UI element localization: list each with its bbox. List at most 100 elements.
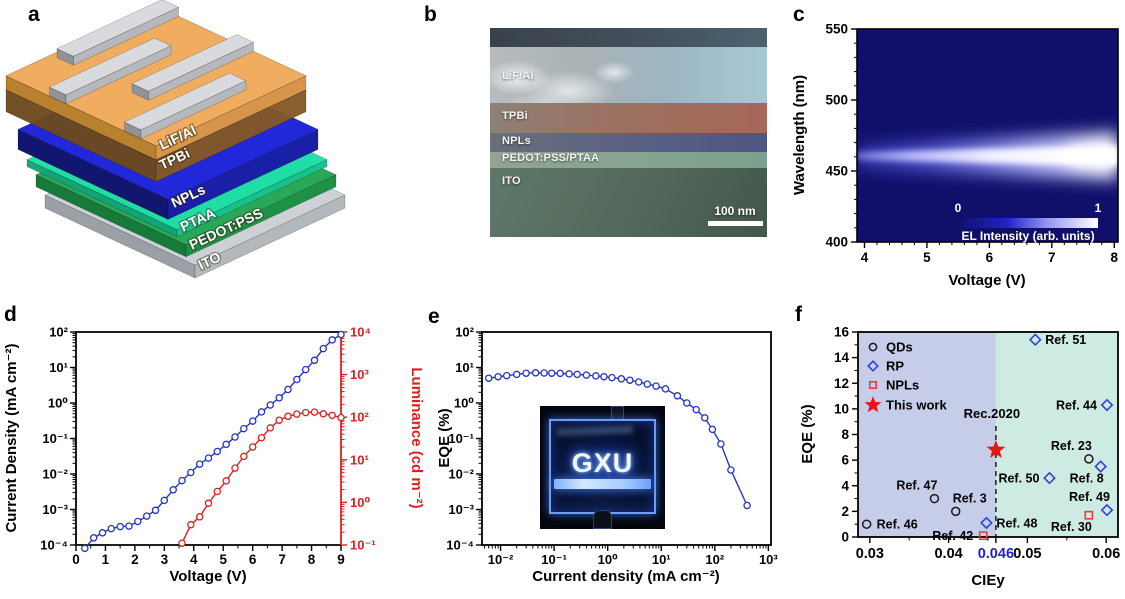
- data-point-marker: [978, 531, 988, 541]
- legend-label: RP: [886, 359, 904, 374]
- data-point-marker: [661, 385, 670, 393]
- svg-text:1: 1: [102, 552, 110, 567]
- sem-layer-ito: [490, 168, 767, 237]
- panel-letter-f: f: [795, 303, 802, 326]
- panel-c-el-heatmap: c 4 5 6 7 8 400 450 500 550 Voltage (V) Wavelength…: [790, 0, 1125, 300]
- svg-text:0.05: 0.05: [1013, 546, 1041, 562]
- y-axis-title: EQE (%): [799, 404, 816, 463]
- data-point-marker: [107, 524, 116, 533]
- sem-vacuum-region: [490, 28, 767, 47]
- data-point-marker: [301, 408, 310, 417]
- data-point-marker: [643, 380, 652, 388]
- svg-text:5: 5: [219, 552, 227, 567]
- panel-letter-b: b: [424, 3, 437, 26]
- data-point-marker: [266, 424, 275, 432]
- data-point-marker: [89, 534, 98, 542]
- data-point-marker: [1084, 510, 1094, 520]
- ref-point-label: Ref. 46: [877, 518, 918, 532]
- svg-text:10³: 10³: [759, 552, 778, 567]
- ref-point-label: Ref. 47: [896, 479, 937, 493]
- data-point-marker: [240, 452, 248, 461]
- data-point-marker: [319, 344, 328, 353]
- data-point-marker: [328, 336, 336, 344]
- data-point-marker: [195, 513, 204, 521]
- svg-text:0: 0: [955, 201, 962, 215]
- glowing-device-pixel: GXU: [549, 419, 656, 514]
- gxu-glowing-text: GXU: [571, 448, 634, 479]
- data-point-marker: [547, 369, 556, 377]
- data-point-marker: [240, 424, 248, 433]
- data-point-marker: [869, 381, 878, 390]
- data-point-marker: [592, 372, 600, 380]
- data-point-marker: [134, 517, 142, 526]
- svg-text:10⁰: 10⁰: [454, 396, 474, 411]
- ref-point-label: Ref. 42: [932, 529, 973, 543]
- sem-layer-pedot-ptaa: [490, 152, 767, 168]
- svg-text:7: 7: [278, 552, 286, 567]
- svg-text:12: 12: [834, 376, 849, 391]
- ref-point-label: Ref. 3: [953, 491, 987, 505]
- data-point-marker: [319, 410, 328, 418]
- data-point-marker: [1028, 333, 1042, 347]
- data-point-marker: [81, 544, 89, 553]
- data-point-marker: [116, 522, 124, 531]
- sem-layer-tpbi: [490, 103, 767, 133]
- colorbar-title: EL Intensity (arb. units): [961, 229, 1094, 243]
- scatter-points: Ref. 51 Ref. 44 Ref. 23 Ref. 8 Ref. 50 Ref. 4…: [861, 333, 1114, 543]
- data-point-marker: [337, 330, 345, 339]
- panel-letter-a: a: [28, 3, 40, 26]
- device-photo-inset: GXU: [540, 406, 665, 529]
- background-region: [858, 332, 996, 537]
- data-point-marker: [178, 539, 186, 547]
- svg-text:4: 4: [190, 552, 198, 567]
- data-point-marker: [275, 416, 283, 424]
- svg-text:10¹: 10¹: [49, 360, 68, 375]
- data-point-marker: [565, 370, 573, 378]
- svg-text:10¹: 10¹: [652, 552, 671, 567]
- panel-f-benchmark-scatter: f Rec.2020 0.03 0.04 0.046 0.05 0.06 0 2 4 6 8 10 12…: [790, 300, 1125, 599]
- panel-e-eqe-chart: e 10⁻² 10⁻¹ 10⁰ 10¹ 10² 10³ 10⁻⁴ 10⁻³ 10⁻² 10⁻¹ 10…: [425, 300, 790, 599]
- rec2020-label: Rec.2020: [964, 406, 1020, 421]
- x-axis-title: Current density (mA cm⁻²): [532, 568, 719, 585]
- data-point-marker: [293, 410, 301, 418]
- data-point-marker: [743, 501, 751, 510]
- data-point-marker: [231, 464, 239, 472]
- scatter-svg: Rec.2020 0.03 0.04 0.046 0.05 0.06 0 2 4 6 8 10 12 14…: [799, 325, 1120, 590]
- data-point-marker: [213, 447, 222, 456]
- svg-text:10¹: 10¹: [350, 452, 369, 467]
- panel-letter-e: e: [428, 305, 440, 328]
- svg-text:14: 14: [834, 350, 850, 365]
- data-point-marker: [868, 342, 878, 352]
- svg-text:10⁰: 10⁰: [598, 552, 618, 567]
- svg-text:10: 10: [834, 401, 849, 416]
- panel-a-device-schematic: a LiF/Al TPBi NPLs PTAA PEDOT:PSS ITO: [0, 0, 410, 300]
- data-point-marker: [248, 417, 257, 425]
- svg-text:10²: 10²: [455, 325, 474, 340]
- svg-text:10⁴: 10⁴: [350, 325, 371, 340]
- scale-bar-label: 100 nm: [714, 204, 756, 218]
- svg-text:6: 6: [986, 250, 994, 265]
- y-axis-title: Current Density (mA cm⁻²): [3, 343, 20, 532]
- data-point-marker: [929, 493, 940, 504]
- eqe-vs-ciey-scatter-chart: Rec.2020 0.03 0.04 0.046 0.05 0.06 0 2 4 6 8 10 12 14…: [790, 300, 1125, 599]
- svg-text:3: 3: [161, 552, 169, 567]
- data-point-marker: [1084, 454, 1094, 464]
- data-point-marker: [1100, 503, 1114, 517]
- data-point-marker: [727, 466, 735, 474]
- data-point-marker: [531, 369, 540, 377]
- ref-point-label: Ref. 49: [1069, 490, 1110, 504]
- scale-bar: [708, 221, 763, 226]
- data-point-marker: [673, 392, 682, 400]
- sem-label-ito: ITO: [502, 175, 521, 187]
- emission-smear: [557, 426, 634, 437]
- svg-text:550: 550: [825, 22, 848, 37]
- sem-label-lif-al: LiF/Al: [502, 70, 534, 82]
- series-luminance: [178, 408, 345, 547]
- data-point-marker: [178, 476, 186, 485]
- svg-text:5: 5: [923, 250, 931, 265]
- legend-label: NPLs: [886, 378, 919, 393]
- legend-label: This work: [886, 398, 947, 413]
- data-point-marker: [151, 506, 160, 515]
